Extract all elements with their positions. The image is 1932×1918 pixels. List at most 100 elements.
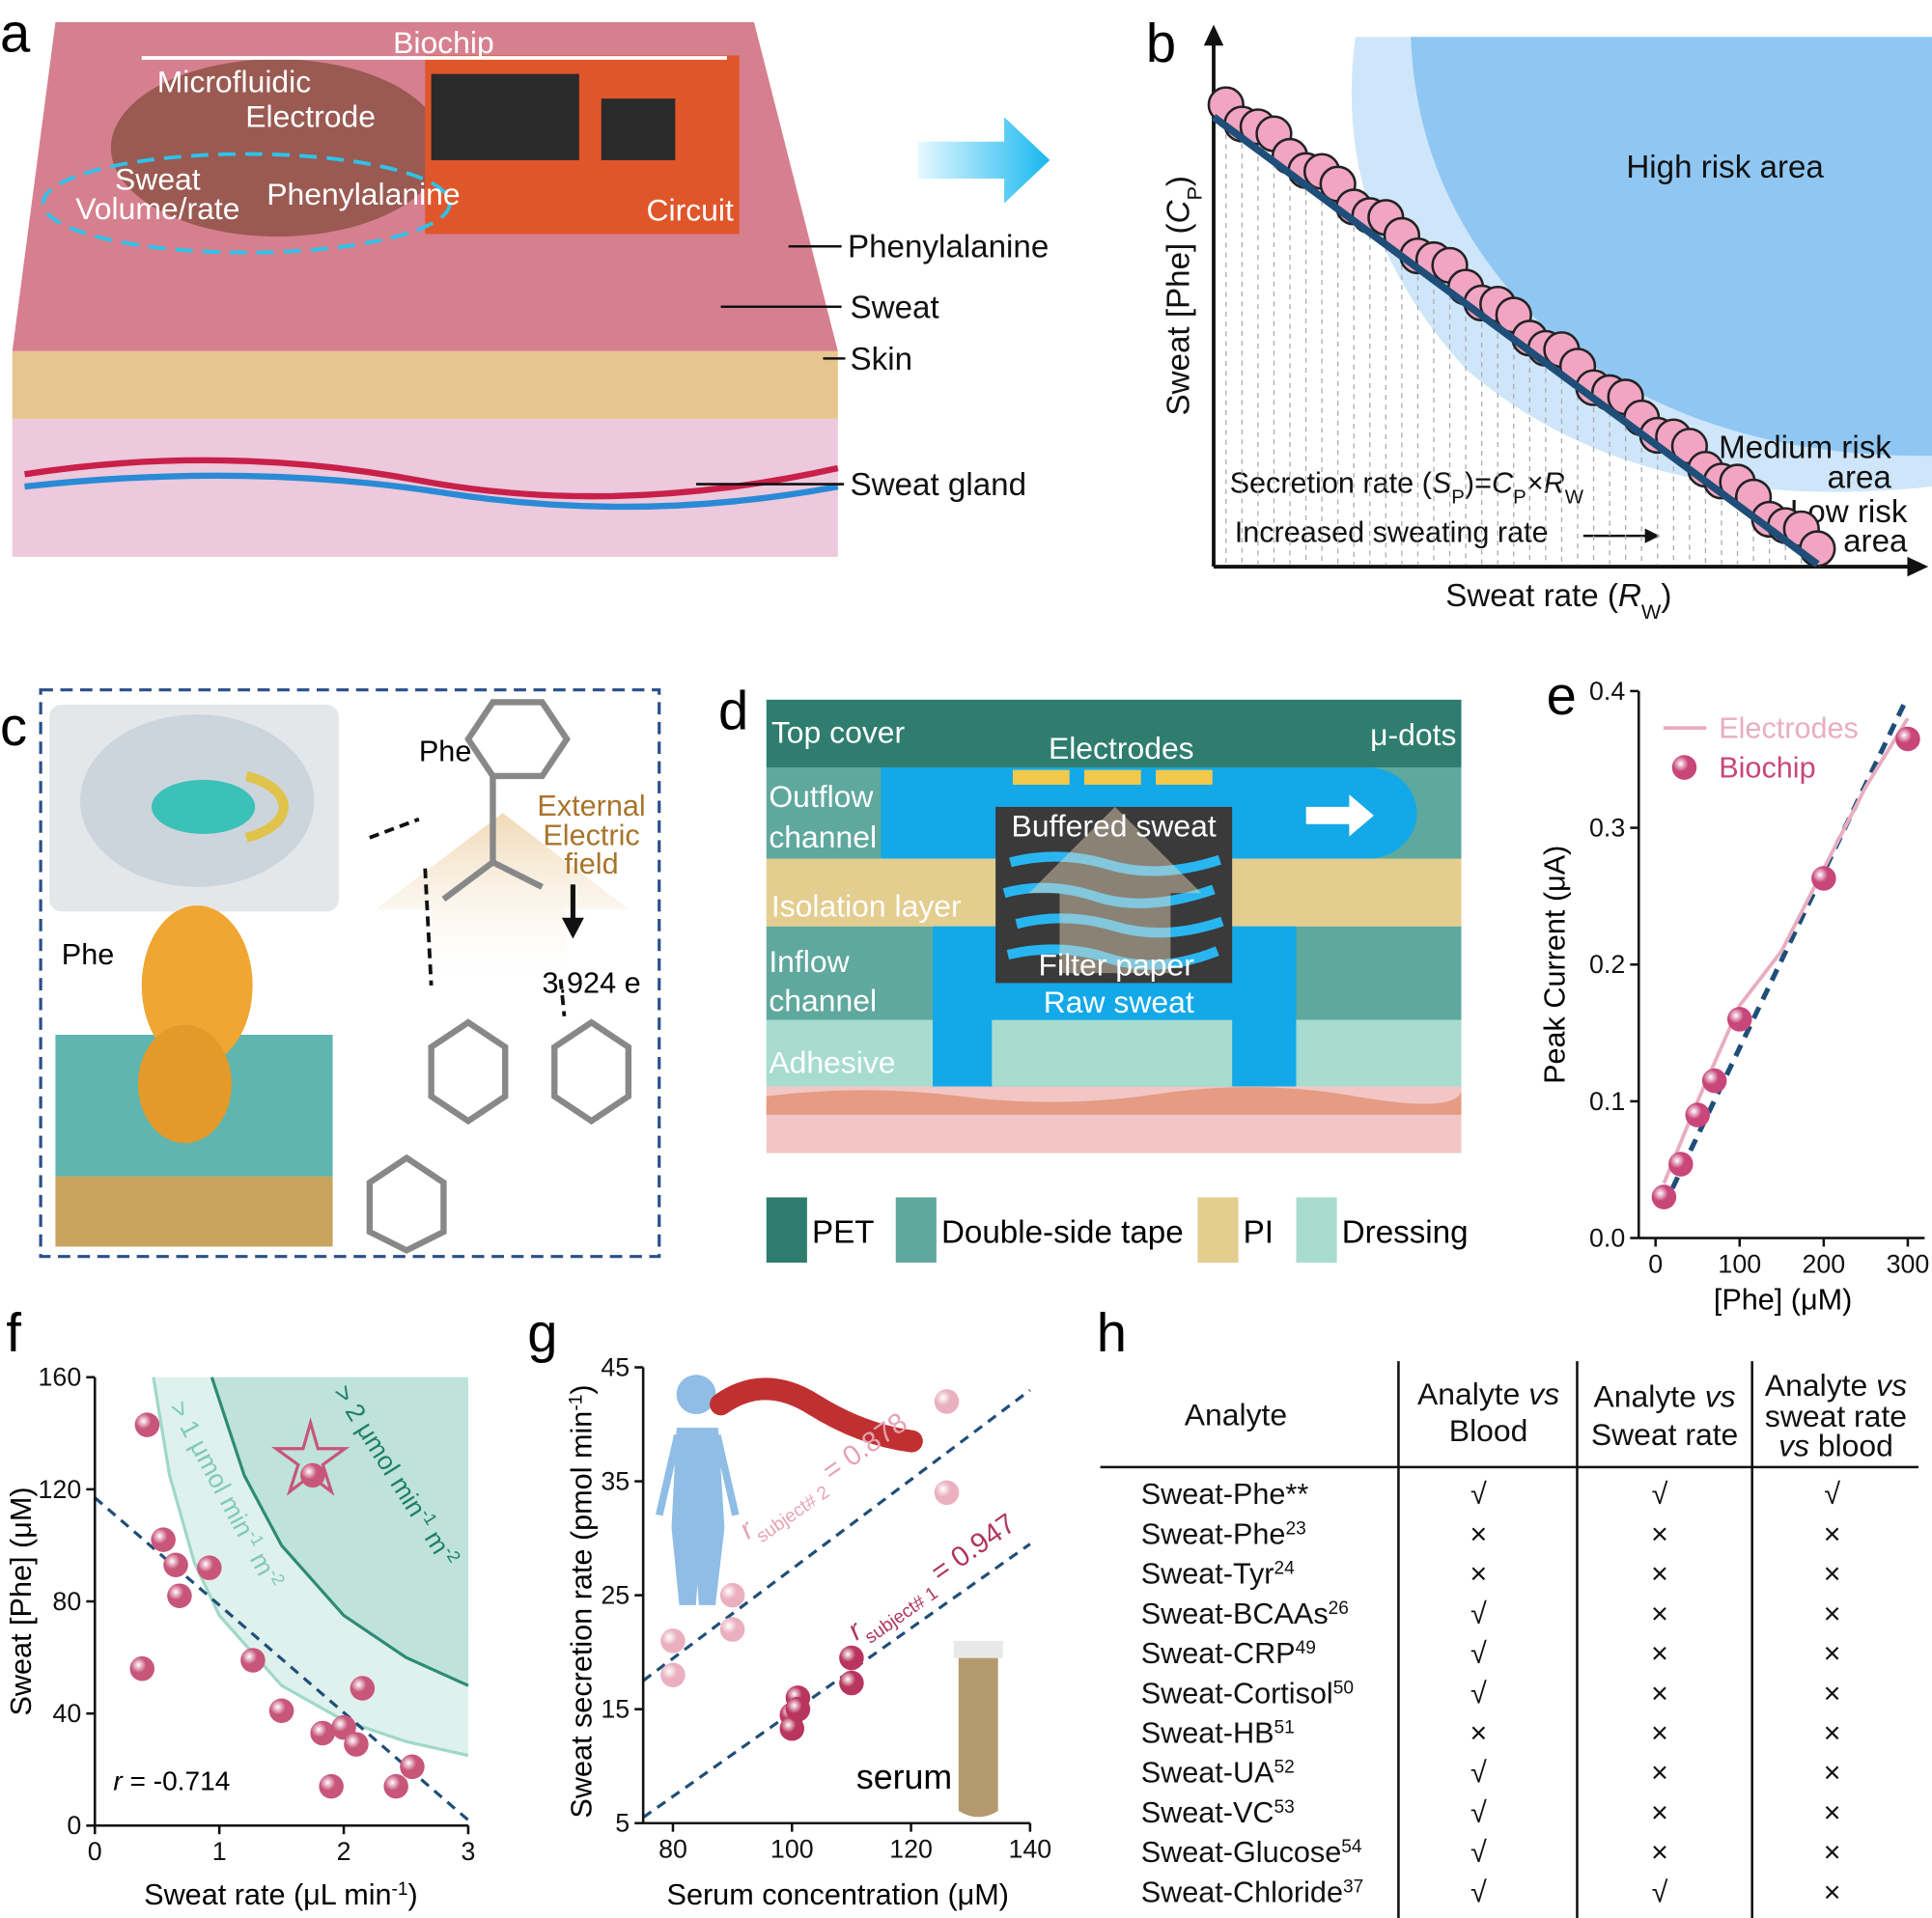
legend-label: Dressing: [1342, 1215, 1469, 1251]
arrowhead: [1644, 528, 1660, 543]
data-point: [134, 1412, 160, 1437]
legend-label: PET: [812, 1215, 874, 1251]
table-cell: √: [1470, 1757, 1487, 1790]
analyte-name: Sweat-Cortisol: [1141, 1677, 1333, 1710]
row-label: Sweat-Glucose54: [1141, 1836, 1362, 1869]
legend-swatch: [766, 1197, 807, 1264]
y-tick-label: 40: [52, 1699, 81, 1728]
reference: 50: [1333, 1678, 1354, 1698]
table-cell: ×: [1824, 1796, 1841, 1829]
y-tick-label: 0.1: [1589, 1087, 1625, 1116]
analyte-name: Sweat-UA: [1141, 1757, 1274, 1790]
t: vs: [1778, 1428, 1809, 1462]
arrowhead: [1203, 24, 1224, 46]
fat-layer: [12, 350, 838, 419]
label: Volume/rate: [75, 191, 239, 226]
trend-line: [1211, 114, 1820, 568]
row-label: Sweat-Tyr24: [1141, 1558, 1295, 1591]
label: field: [564, 848, 618, 880]
t: C: [1492, 466, 1514, 499]
data-point: [1701, 1068, 1727, 1094]
reference: 54: [1341, 1837, 1362, 1857]
t: vs: [1528, 1376, 1559, 1411]
chip: [431, 73, 579, 160]
region-label: Medium risk: [1719, 431, 1891, 466]
data-point: [344, 1732, 369, 1757]
reference: 37: [1343, 1876, 1363, 1897]
vessel: [24, 472, 839, 511]
t: Sweat rate (μL min: [144, 1878, 391, 1911]
t: W: [1641, 598, 1662, 623]
annotation: rsubject# 1 = 0.947: [842, 1508, 1026, 1654]
y-axis-label: Peak Current (μA): [1539, 846, 1572, 1084]
molecule: [366, 1018, 632, 1254]
y-tick-label: 120: [39, 1475, 82, 1504]
legend-label: Electrodes: [1719, 711, 1859, 744]
table-cell: ×: [1651, 1757, 1668, 1790]
t: = -0.714: [123, 1765, 231, 1795]
analyte-name: Sweat-Tyr: [1141, 1558, 1274, 1591]
panel-label: c: [0, 696, 27, 757]
analyte-name: Sweat-VC: [1141, 1796, 1274, 1829]
reference: 51: [1274, 1717, 1295, 1737]
data-point: [300, 1462, 325, 1488]
t: P: [1451, 486, 1465, 508]
label: Electric: [543, 819, 639, 851]
table-cell: ×: [1470, 1558, 1487, 1591]
x-tick-label: 120: [889, 1834, 933, 1863]
table-cell: ×: [1470, 1717, 1487, 1750]
region-label: High risk area: [1626, 150, 1824, 185]
x-tick-label: 100: [1718, 1249, 1761, 1278]
region-label: area: [1843, 524, 1908, 560]
table-header: Analyte vs: [1594, 1378, 1736, 1413]
data-point: [839, 1670, 864, 1696]
data-point: [1651, 1184, 1677, 1209]
label: Phe: [419, 736, 471, 768]
row-label: Sweat-VC53: [1141, 1796, 1295, 1829]
data-point: [839, 1645, 864, 1671]
t: ): [1161, 176, 1196, 186]
table-cell: ×: [1824, 1598, 1841, 1630]
t: Analyte: [1417, 1376, 1528, 1411]
molecule-surface: [141, 904, 253, 1066]
x-tick-label: 100: [770, 1834, 814, 1863]
x-tick-label: 140: [1009, 1834, 1052, 1863]
table-cell: ×: [1824, 1558, 1841, 1591]
table-cell: ×: [1651, 1517, 1668, 1550]
molecule: [441, 699, 571, 903]
fit-line: [94, 1496, 469, 1821]
panel-b: b High risk area Medium risk area Low ri…: [1146, 13, 1932, 623]
table-cell: √: [1470, 1637, 1487, 1670]
data-point: [1811, 866, 1836, 891]
row-label: Sweat-UA52: [1141, 1757, 1295, 1790]
t: ): [566, 1384, 599, 1394]
panel-c: c Phe Phe External Electric field 3.924 …: [0, 688, 661, 1259]
panel-label: d: [718, 680, 748, 740]
data-point: [197, 1555, 222, 1580]
label: 3.924 e: [543, 967, 641, 1000]
y-axis-label: Sweat [Phe] (μM): [5, 1487, 38, 1715]
layer: [992, 1019, 1233, 1087]
row-label: Sweat-BCAAs26: [1141, 1598, 1349, 1630]
data-point: [400, 1754, 425, 1780]
skin: [766, 1087, 1462, 1115]
x-tick-label: 3: [461, 1837, 475, 1866]
y-tick-label: 35: [601, 1467, 630, 1496]
t: )=: [1465, 466, 1492, 499]
row-label: Sweat-Chloride37: [1141, 1876, 1364, 1908]
callout: Skin: [851, 342, 913, 377]
analyte-name: Sweat-Glucose: [1141, 1836, 1342, 1869]
reference: 24: [1274, 1558, 1295, 1578]
electrode: [1012, 769, 1070, 785]
data-point: [779, 1715, 805, 1741]
label: μ-dots: [1370, 717, 1456, 752]
y-tick-label: 0.4: [1589, 677, 1625, 706]
label: Phe: [62, 938, 114, 971]
chip: [601, 98, 676, 160]
t: Sweat secretion rate (pmol min: [566, 1411, 599, 1819]
panel-d: d Top cover Electrodes μ-dots Outflow ch…: [718, 680, 1469, 1264]
panel-label: e: [1547, 665, 1577, 726]
callout: Phenylalanine: [848, 230, 1049, 265]
table-header: sweat rate: [1765, 1399, 1907, 1433]
label: Inflow: [769, 944, 850, 979]
